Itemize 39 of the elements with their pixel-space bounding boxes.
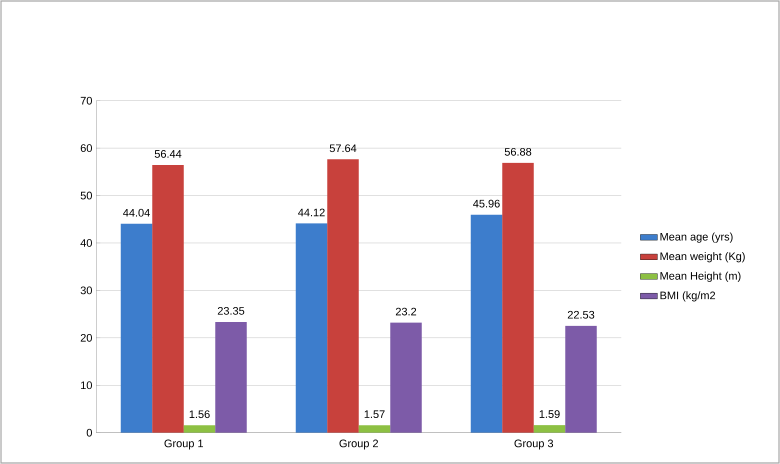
y-tick-label: 70 [80, 96, 92, 105]
data-label: 22.53 [568, 310, 594, 319]
data-label: 23.35 [218, 306, 244, 315]
bar [358, 425, 390, 433]
x-tick-label: Group 2 [340, 440, 378, 450]
y-tick-label: 20 [80, 334, 92, 342]
data-label: 44.12 [298, 208, 325, 216]
bar [565, 326, 597, 433]
legend-label: Mean Height (m) [660, 272, 741, 282]
bar [296, 223, 328, 433]
data-label: 56.88 [504, 148, 532, 156]
data-label: 56.44 [154, 150, 182, 158]
y-tick-label: 0 [86, 428, 92, 437]
bar [502, 162, 534, 433]
bar [120, 224, 152, 433]
legend-label: Mean weight (Kg) [660, 252, 745, 262]
y-tick-label: 60 [80, 144, 92, 152]
bar [327, 159, 359, 433]
bar [470, 214, 502, 433]
y-tick-label: 30 [80, 286, 92, 294]
bar [152, 165, 184, 433]
data-label: 1.59 [540, 410, 560, 418]
data-label: 1.56 [190, 410, 210, 418]
y-tick-label: 50 [80, 192, 92, 200]
data-label: 1.57 [364, 410, 385, 418]
data-label: 57.64 [330, 144, 356, 152]
bar [215, 322, 247, 433]
bar [390, 322, 422, 433]
legend-label: Mean age (yrs) [660, 232, 733, 243]
x-tick-label: Group 3 [514, 440, 554, 450]
y-tick-label: 40 [80, 239, 92, 247]
data-label: 44.04 [123, 208, 150, 217]
bar [184, 425, 216, 433]
bar [534, 425, 566, 433]
data-label: 23.2 [396, 308, 416, 316]
data-label: 45.96 [473, 200, 500, 208]
y-tick-label: 10 [81, 381, 92, 390]
x-tick-label: Group 1 [164, 440, 204, 450]
legend-label: BMI (kg/m2 [660, 291, 716, 302]
